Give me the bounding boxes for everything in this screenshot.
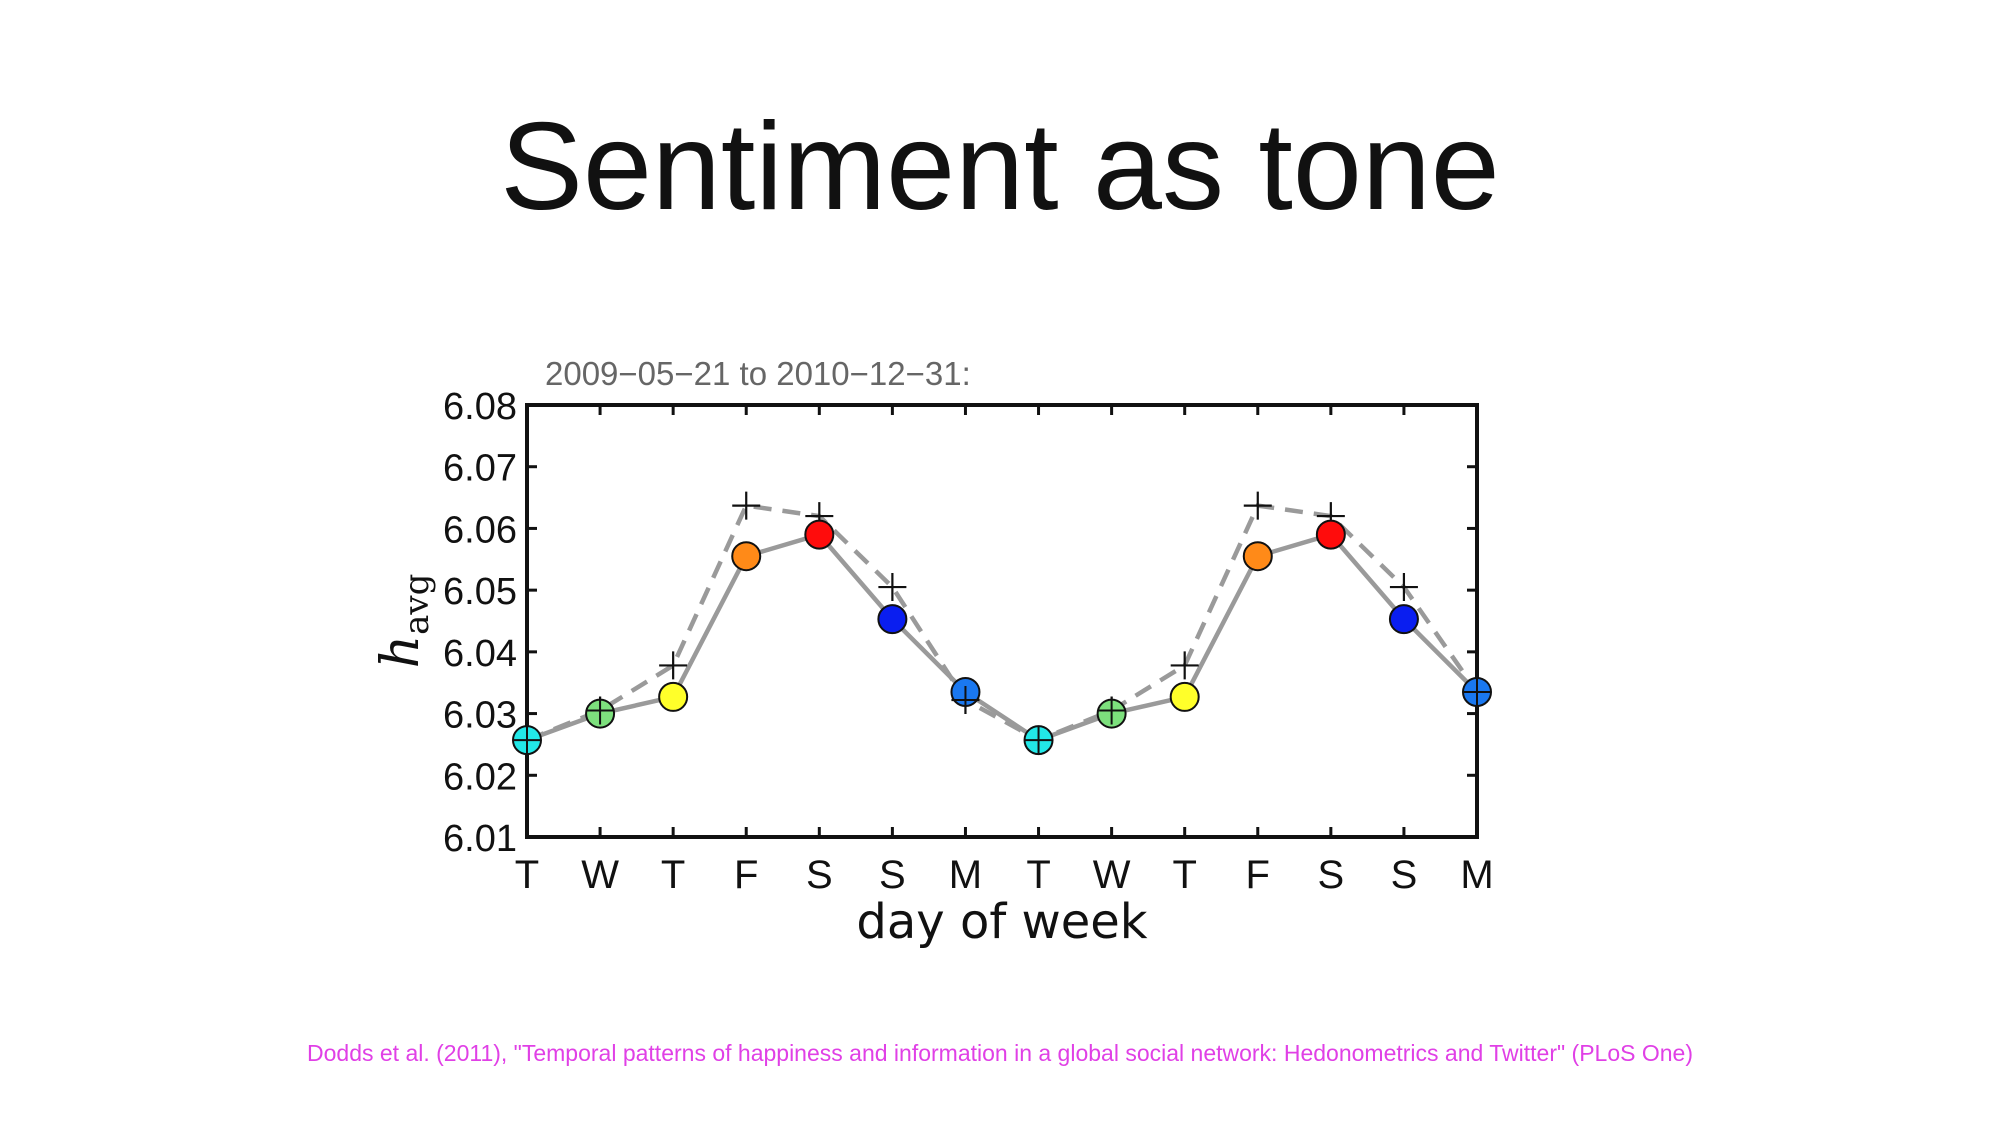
x-tick-label: F xyxy=(734,853,758,897)
plus-marker-overlay xyxy=(1463,677,1491,706)
x-tick-label: S xyxy=(1391,853,1418,897)
x-tick-label: M xyxy=(949,853,982,897)
x-axis-label: day of week xyxy=(856,894,1147,950)
y-tick-label: 6.04 xyxy=(443,633,517,675)
plus-marker-overlay xyxy=(513,726,541,755)
plus-marker-overlay xyxy=(586,696,615,725)
x-tick-label: M xyxy=(1460,853,1493,897)
plus-marker xyxy=(1389,573,1418,602)
y-tick-label: 6.03 xyxy=(443,695,517,737)
y-tick-label: 6.07 xyxy=(443,448,517,490)
plus-marker-overlay xyxy=(1024,726,1053,755)
chart-title: 2009−05−21 to 2010−12−31: xyxy=(545,355,971,392)
data-point xyxy=(658,681,689,712)
x-tick-label: T xyxy=(515,853,539,897)
x-tick-label: W xyxy=(581,853,619,897)
x-tick-label: F xyxy=(1246,853,1270,897)
data-point xyxy=(731,541,762,572)
data-point xyxy=(1315,519,1346,550)
x-tick-label: S xyxy=(1318,853,1345,897)
y-tick-label: 6.08 xyxy=(443,386,517,428)
data-point xyxy=(1169,681,1200,712)
plus-marker xyxy=(1170,651,1199,680)
plus-marker xyxy=(878,573,907,602)
y-tick-label: 6.05 xyxy=(443,571,517,613)
y-tick-label: 6.02 xyxy=(443,756,517,798)
data-point xyxy=(804,519,835,550)
plot-frame xyxy=(525,403,1479,839)
citation: Dodds et al. (2011), "Temporal patterns … xyxy=(307,1040,1693,1066)
data-point xyxy=(877,604,908,635)
plus-marker xyxy=(1243,491,1272,520)
data-point xyxy=(1242,541,1273,572)
plus-marker-overlay xyxy=(951,685,980,714)
data-point xyxy=(1388,604,1419,635)
y-tick-label: 6.01 xyxy=(443,818,517,860)
x-tick-label: S xyxy=(806,853,833,897)
y-tick-label: 6.06 xyxy=(443,509,517,551)
series-line-dashed xyxy=(526,503,1479,743)
x-tick-label: S xyxy=(879,853,906,897)
x-tick-label: W xyxy=(1093,853,1131,897)
plus-marker xyxy=(732,491,761,520)
y-axis-label: havg xyxy=(371,574,437,669)
plus-marker-overlay xyxy=(1097,696,1126,725)
x-tick-label: T xyxy=(1172,853,1196,897)
x-tick-label: T xyxy=(1026,853,1050,897)
slide-title: Sentiment as tone xyxy=(500,98,1500,236)
x-tick-label: T xyxy=(661,853,685,897)
plus-marker xyxy=(659,651,688,680)
